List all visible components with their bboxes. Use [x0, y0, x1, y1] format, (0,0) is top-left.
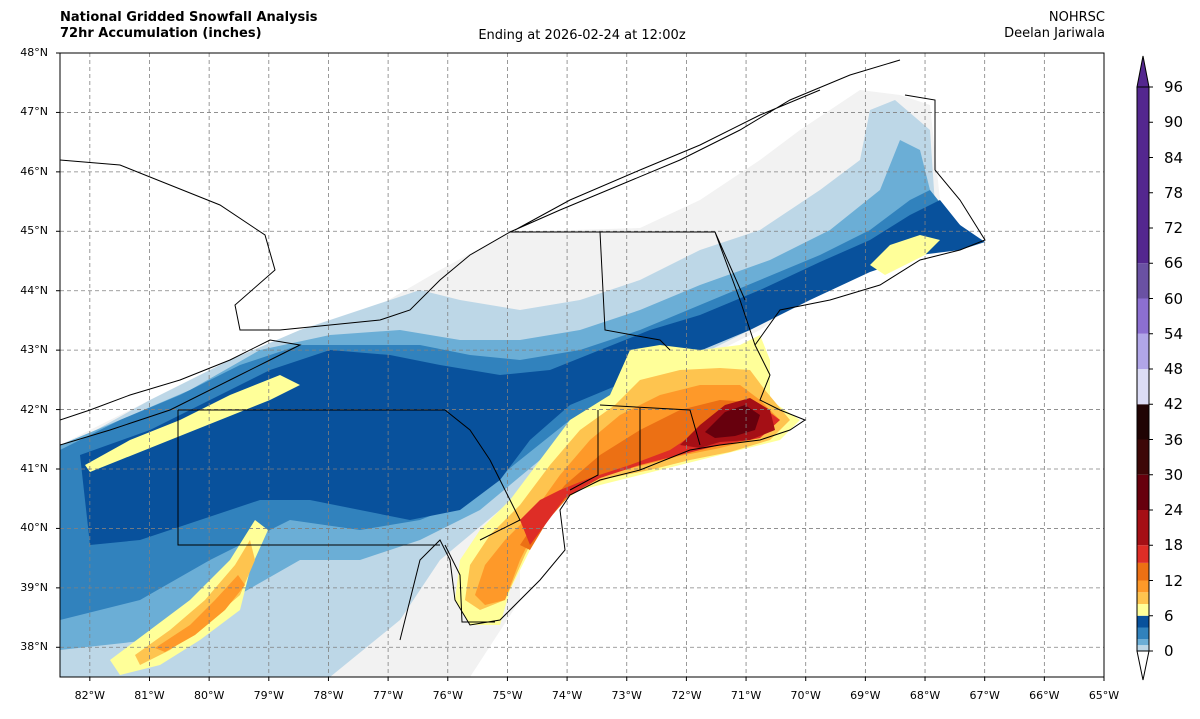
longitude-label: 69°W — [850, 689, 881, 702]
latitude-label: 43°N — [20, 343, 48, 357]
latitude-label: 39°N — [20, 580, 48, 594]
axis-ticks — [56, 52, 1105, 681]
latitude-label: 41°N — [20, 462, 48, 475]
colorbar-segment — [1137, 439, 1149, 475]
colorbar-tick-label: 84 — [1164, 148, 1184, 167]
colorbar-segment — [1137, 604, 1149, 616]
colorbar-segment — [1137, 639, 1149, 646]
st-lawrence-shoreline — [509, 59, 901, 233]
longitude-label: 72°W — [671, 689, 702, 702]
boundary-lines — [60, 59, 986, 641]
longitude-label: 77°W — [372, 689, 404, 702]
longitude-label: 80°W — [193, 689, 225, 702]
colorbar-tick-label: 36 — [1164, 430, 1184, 449]
colorbar-segment — [1137, 333, 1149, 369]
state-borders — [177, 231, 756, 623]
credit-block: NOHRSC Deelan Jariwala — [1004, 10, 1105, 42]
latitude-label: 48°N — [20, 46, 48, 59]
colorbar-segment — [1137, 580, 1149, 593]
colorbar-segment — [1137, 228, 1149, 264]
source-label: NOHRSC — [1048, 10, 1105, 25]
longitude-label: 68°W — [909, 689, 941, 702]
colorbar-tick-label: 12 — [1164, 571, 1184, 590]
colorbar-extend-top — [1136, 55, 1150, 88]
snow-band-appalachian-orange — [135, 540, 255, 665]
colorbar-tick-label: 66 — [1164, 254, 1184, 273]
map-frame — [59, 52, 1105, 678]
latitude-label: 40°N — [20, 521, 48, 535]
colorbar-ticks — [1149, 86, 1153, 652]
longitude-label: 79°W — [253, 689, 284, 702]
atlantic-coastline — [399, 94, 986, 641]
longitude-label: 74°W — [551, 689, 583, 702]
colorbar-segment — [1137, 404, 1149, 440]
colorbar-tick-label: 42 — [1164, 395, 1184, 414]
latitude-label: 46°N — [20, 164, 48, 178]
colorbar-segment — [1137, 298, 1149, 334]
longitude-label: 65°W — [1088, 689, 1120, 702]
snow-band-appalachian-core — [155, 575, 245, 652]
chart-subtitle: 72hr Accumulation (inches) — [60, 26, 262, 41]
colorbar-segment — [1137, 615, 1149, 628]
colorbar-tick-label: 60 — [1164, 289, 1184, 308]
longitude-label: 70°W — [790, 689, 821, 702]
longitude-label: 82°W — [74, 689, 106, 702]
colorbar-segment — [1137, 510, 1149, 546]
colorbar-segment — [1137, 474, 1149, 510]
longitude-label: 75°W — [492, 689, 523, 702]
valid-time-label: Ending at 2026-02-24 at 12:00z — [478, 28, 686, 43]
colorbar-tick-label: 48 — [1164, 360, 1184, 378]
great-lakes-shoreline — [60, 159, 511, 446]
colorbar-segment — [1137, 627, 1149, 640]
colorbar-segment — [1137, 87, 1149, 228]
colorbar-segments — [1137, 87, 1149, 651]
colorbar-tick-label: 78 — [1164, 183, 1184, 202]
snow-band-maine-coast — [870, 235, 940, 275]
colorbar-segment — [1137, 562, 1149, 581]
colorbar-tick-label: 6 — [1164, 606, 1174, 625]
longitude-label: 81°W — [134, 689, 165, 702]
colorbar-segment — [1137, 263, 1149, 299]
colorbar-tick-label: 90 — [1164, 113, 1184, 132]
colorbar-tick-label: 0 — [1164, 642, 1174, 660]
latitude-label: 44°N — [20, 283, 48, 297]
colorbar-segment — [1137, 645, 1149, 651]
longitude-label: 76°W — [432, 689, 463, 702]
colorbar-segment — [1137, 545, 1149, 563]
colorbar-tick-label: 72 — [1164, 219, 1184, 237]
latitude-label: 45°N — [20, 224, 48, 238]
author-label: Deelan Jariwala — [1004, 26, 1105, 41]
colorbar-segment — [1137, 592, 1149, 604]
snowfall-fill-layer — [60, 90, 985, 677]
latitude-label: 47°N — [20, 105, 48, 119]
colorbar-tick-label: 24 — [1164, 501, 1184, 519]
latitude-label: 38°N — [20, 640, 48, 654]
longitude-label: 71°W — [730, 689, 762, 702]
colorbar-tick-label: 30 — [1164, 465, 1184, 484]
colorbar-segment — [1137, 369, 1149, 405]
colorbar-tick-label: 54 — [1164, 324, 1184, 343]
longitude-label: 73°W — [611, 689, 642, 702]
longitude-label: 66°W — [1029, 689, 1060, 702]
colorbar-tick-label: 18 — [1164, 536, 1184, 555]
chart-title-block: National Gridded Snowfall Analysis 72hr … — [60, 10, 317, 42]
colorbar-tick-label: 96 — [1164, 78, 1184, 96]
longitude-label: 67°W — [969, 689, 1000, 702]
colorbar-extend-bottom — [1136, 650, 1150, 681]
longitude-label: 78°W — [313, 689, 344, 702]
latitude-label: 42°N — [20, 402, 48, 416]
chart-title: National Gridded Snowfall Analysis — [60, 10, 318, 25]
snow-band-6-8in — [80, 200, 985, 545]
snow-band-lake-effect — [85, 375, 300, 472]
